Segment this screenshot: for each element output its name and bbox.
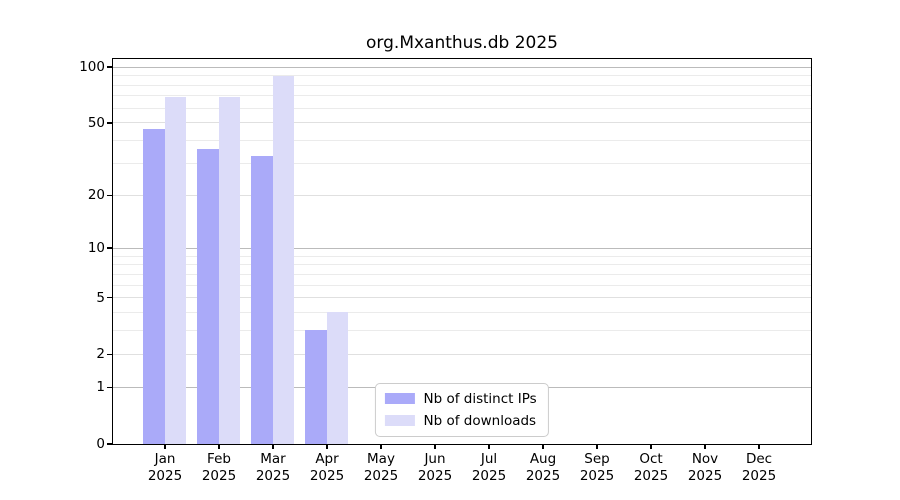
x-tick-label-aug: Aug 2025 <box>525 451 561 484</box>
gridline-7 <box>112 273 811 275</box>
y-tick-label-5: 5 <box>96 289 105 306</box>
gridline-9 <box>112 255 811 257</box>
gridline-20 <box>112 194 811 196</box>
y-tick-label-100: 100 <box>79 59 105 75</box>
x-tick-label-nov: Nov 2025 <box>687 451 723 484</box>
y-tick-label-0: 0 <box>96 436 105 452</box>
x-tick-mark-dec <box>758 445 760 450</box>
gridline-4 <box>112 312 811 314</box>
legend-label-downloads: Nb of downloads <box>423 412 537 429</box>
x-tick-mark-jan <box>164 445 166 450</box>
bar-feb-distinct-ips <box>197 148 219 444</box>
y-tick-label-10: 10 <box>87 240 105 257</box>
bar-jan-downloads <box>164 96 187 444</box>
gridline-60 <box>112 107 811 109</box>
bar-feb-downloads <box>218 96 241 444</box>
bar-mar-distinct-ips <box>251 155 273 444</box>
legend-item-distinct-ips: Nb of distinct IPs <box>384 390 537 407</box>
gridline-90 <box>112 75 811 77</box>
x-tick-mark-may <box>380 445 382 450</box>
x-tick-label-jan: Jan 2025 <box>147 451 183 484</box>
x-tick-label-jun: Jun 2025 <box>417 451 453 484</box>
y-tick-mark-20 <box>107 194 112 196</box>
x-tick-mark-aug <box>542 445 544 450</box>
x-tick-label-oct: Oct 2025 <box>633 451 669 484</box>
gridline-70 <box>112 95 811 97</box>
gridline-80 <box>112 84 811 86</box>
bar-mar-downloads <box>272 76 295 444</box>
x-tick-label-dec: Dec 2025 <box>741 451 777 484</box>
x-tick-mark-mar <box>272 445 274 450</box>
y-tick-label-50: 50 <box>87 114 105 131</box>
y-tick-mark-10 <box>107 247 112 249</box>
legend-swatch-downloads <box>384 415 415 427</box>
legend-swatch-distinct-ips <box>384 393 415 405</box>
gridline-5 <box>112 297 811 299</box>
y-tick-mark-1 <box>107 386 112 389</box>
y-tick-mark-50 <box>107 122 112 124</box>
x-tick-mark-sep <box>596 445 598 450</box>
x-tick-mark-oct <box>650 445 652 450</box>
x-tick-label-jul: Jul 2025 <box>471 451 507 484</box>
y-tick-mark-100 <box>107 66 112 68</box>
gridline-50 <box>112 122 811 124</box>
gridline-100 <box>112 66 811 68</box>
chart-title: org.Mxanthus.db 2025 <box>366 33 558 53</box>
y-tick-label-20: 20 <box>87 187 105 204</box>
x-tick-mark-apr <box>326 445 328 450</box>
bar-apr-distinct-ips <box>305 330 327 444</box>
x-tick-label-sep: Sep 2025 <box>579 451 615 484</box>
y-tick-mark-2 <box>107 353 112 355</box>
x-tick-mark-jun <box>434 445 436 450</box>
gridline-3 <box>112 330 811 332</box>
gridline-6 <box>112 284 811 286</box>
y-tick-mark-0 <box>107 443 112 445</box>
x-tick-mark-feb <box>218 445 220 450</box>
y-tick-label-1: 1 <box>96 379 105 396</box>
gridline-2 <box>112 353 811 355</box>
bar-apr-downloads <box>326 312 349 444</box>
x-tick-label-apr: Apr 2025 <box>309 451 345 484</box>
x-tick-mark-nov <box>704 445 706 450</box>
gridline-40 <box>112 140 811 142</box>
x-tick-label-mar: Mar 2025 <box>255 451 291 484</box>
x-tick-label-may: May 2025 <box>363 451 399 484</box>
gridline-10 <box>112 247 811 249</box>
gridline-8 <box>112 264 811 266</box>
plot-area: Nb of distinct IPs Nb of downloads <box>111 57 812 445</box>
legend-item-downloads: Nb of downloads <box>384 412 537 429</box>
x-tick-mark-jul <box>488 445 490 450</box>
y-tick-mark-5 <box>107 296 112 299</box>
legend-label-distinct-ips: Nb of distinct IPs <box>423 390 537 407</box>
gridline-30 <box>112 163 811 165</box>
legend: Nb of distinct IPs Nb of downloads <box>374 382 549 437</box>
bar-jan-distinct-ips <box>143 129 165 444</box>
y-tick-label-2: 2 <box>96 346 105 363</box>
x-tick-label-feb: Feb 2025 <box>201 451 237 484</box>
